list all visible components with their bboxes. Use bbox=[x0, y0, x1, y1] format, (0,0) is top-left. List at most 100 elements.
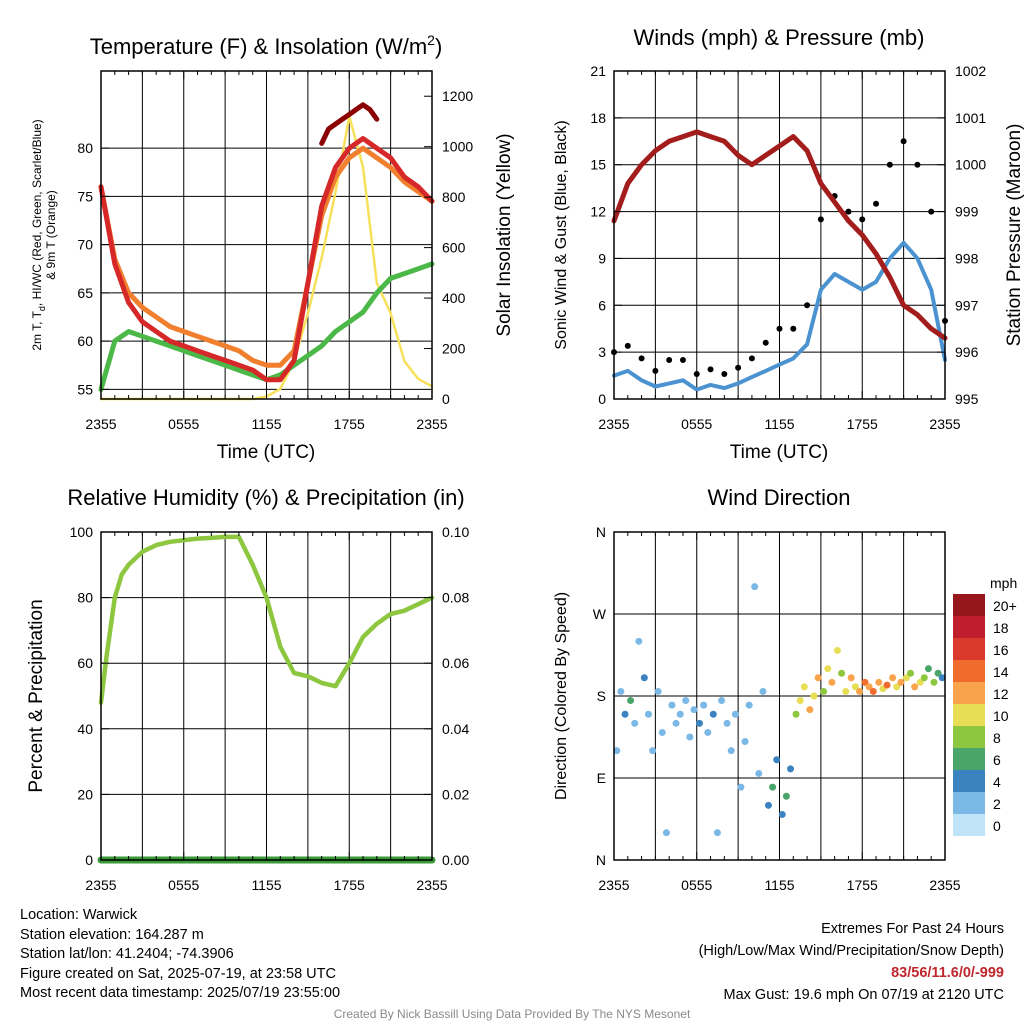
chart-title: Relative Humidity (%) & Precipitation (i… bbox=[67, 485, 464, 510]
direction-point bbox=[682, 697, 690, 705]
gust-point bbox=[693, 371, 700, 378]
gust-point bbox=[873, 200, 880, 207]
direction-point bbox=[792, 710, 800, 718]
plot-4: N E S W N 2355 0555 1155 1755 2355 Wind Direction D… bbox=[553, 485, 1017, 893]
credit-line: Created By Nick Bassill Using Data Provi… bbox=[333, 1007, 691, 1021]
direction-point bbox=[737, 783, 745, 791]
direction-point bbox=[782, 792, 790, 800]
direction-point bbox=[934, 669, 942, 677]
legend-label: 12 bbox=[993, 686, 1009, 702]
gust-point bbox=[762, 339, 769, 346]
y-tick-label: 3 bbox=[598, 344, 606, 360]
y2-tick-label: 1000 bbox=[442, 139, 473, 155]
direction-point bbox=[865, 683, 873, 691]
direction-point bbox=[764, 801, 772, 809]
legend-swatch bbox=[953, 792, 985, 814]
x-tick-label: 1155 bbox=[764, 877, 794, 893]
direction-point bbox=[755, 769, 763, 777]
y2-tick-label: 1002 bbox=[955, 63, 986, 79]
direction-point bbox=[911, 683, 919, 691]
y-tick-label: 0 bbox=[85, 852, 93, 868]
y-tick-label: W bbox=[593, 606, 607, 622]
y2-tick-label: 0.10 bbox=[442, 524, 469, 540]
direction-point bbox=[640, 674, 648, 682]
gust-point bbox=[735, 364, 742, 371]
direction-point bbox=[842, 687, 850, 695]
direction-point bbox=[658, 728, 666, 736]
y-axis-label: 2m T, Td, HI/WC (Red, Green, Scarlet/Blu… bbox=[30, 119, 58, 350]
y-tick-label: 21 bbox=[590, 63, 606, 79]
direction-point bbox=[920, 674, 928, 682]
gust-point bbox=[900, 138, 907, 145]
legend-swatch bbox=[953, 814, 985, 836]
direction-point bbox=[700, 701, 708, 709]
direction-point bbox=[875, 678, 883, 686]
y2-tick-label: 800 bbox=[442, 189, 466, 205]
station-latlon: Station lat/lon: 41.2404; -74.3906 bbox=[20, 946, 234, 962]
plot-2: 0 3 6 9 12 15 18 21 995 996 997 998 999 1000 1001 1002 2… bbox=[553, 25, 1024, 463]
speed-legend: mph 20+ 18 16 14 12 10 8 6 4 2 0 bbox=[953, 575, 1017, 836]
y2-tick-label: 0 bbox=[442, 391, 450, 407]
direction-point bbox=[924, 665, 932, 673]
y2-tick-label: 0.02 bbox=[442, 786, 469, 802]
x-tick-label: 2355 bbox=[929, 416, 960, 432]
direction-point bbox=[833, 646, 841, 654]
y2-tick-label: 200 bbox=[442, 341, 466, 357]
direction-point bbox=[869, 687, 877, 695]
x-tick-label: 2355 bbox=[85, 416, 116, 432]
y-tick-label: 80 bbox=[77, 140, 93, 156]
direction-point bbox=[672, 719, 680, 727]
direction-point bbox=[731, 710, 739, 718]
direction-point bbox=[806, 706, 814, 714]
direction-point bbox=[897, 678, 905, 686]
gust-point bbox=[914, 161, 921, 168]
direction-point bbox=[668, 701, 676, 709]
gust-point bbox=[804, 302, 811, 309]
extremes-box: Extremes For Past 24 Hours (High/Low/Max… bbox=[699, 918, 1004, 1006]
x-tick-label: 2355 bbox=[598, 416, 629, 432]
y2-tick-label: 999 bbox=[955, 204, 979, 220]
direction-point bbox=[938, 674, 946, 682]
x-tick-label: 1755 bbox=[847, 877, 878, 893]
gust-point bbox=[666, 356, 673, 363]
y-tick-label: 60 bbox=[77, 655, 93, 671]
gust-point bbox=[859, 216, 866, 223]
y2-tick-label: 1200 bbox=[442, 88, 473, 104]
x-tick-label: 0555 bbox=[681, 877, 712, 893]
legend-swatch bbox=[953, 682, 985, 704]
legend-swatch bbox=[953, 616, 985, 638]
legend-label: 16 bbox=[993, 642, 1009, 658]
figure-created: Figure created on Sat, 2025-07-19, at 23… bbox=[20, 965, 336, 982]
legend-title: mph bbox=[990, 575, 1017, 591]
x-tick-label: 0555 bbox=[168, 416, 199, 432]
legend-swatch bbox=[953, 726, 985, 748]
x-tick-label: 2355 bbox=[416, 416, 447, 432]
station-location: Location: Warwick bbox=[20, 907, 138, 923]
x-tick-label: 1755 bbox=[847, 416, 878, 432]
direction-point bbox=[855, 687, 863, 695]
y-tick-label: N bbox=[596, 852, 606, 868]
direction-point bbox=[778, 810, 786, 818]
x-tick-label: 1155 bbox=[251, 877, 281, 893]
direction-point bbox=[745, 701, 753, 709]
extremes-subtitle: (High/Low/Max Wind/Precipitation/Snow De… bbox=[698, 943, 1004, 959]
direction-point bbox=[773, 756, 781, 764]
direction-point bbox=[686, 733, 694, 741]
y-tick-label: N bbox=[596, 524, 606, 540]
max-gust: Max Gust: 19.6 mph On 07/19 at 2120 UTC bbox=[723, 987, 1004, 1003]
x-tick-label: 2355 bbox=[929, 877, 960, 893]
direction-point bbox=[851, 683, 859, 691]
direction-point bbox=[741, 738, 749, 746]
legend-label: 0 bbox=[993, 818, 1001, 834]
direction-point bbox=[824, 665, 832, 673]
gust-point bbox=[886, 161, 893, 168]
gust-point bbox=[638, 355, 645, 362]
gust-point bbox=[652, 367, 659, 374]
x-tick-label: 1155 bbox=[251, 416, 281, 432]
rh-line bbox=[98, 534, 435, 705]
chart-title: Wind Direction bbox=[707, 485, 850, 510]
plot-3: 0 20 40 60 80 100 0.00 0.02 0.04 0.06 0.08 0.10 2355… bbox=[26, 485, 469, 893]
direction-point bbox=[709, 710, 717, 718]
